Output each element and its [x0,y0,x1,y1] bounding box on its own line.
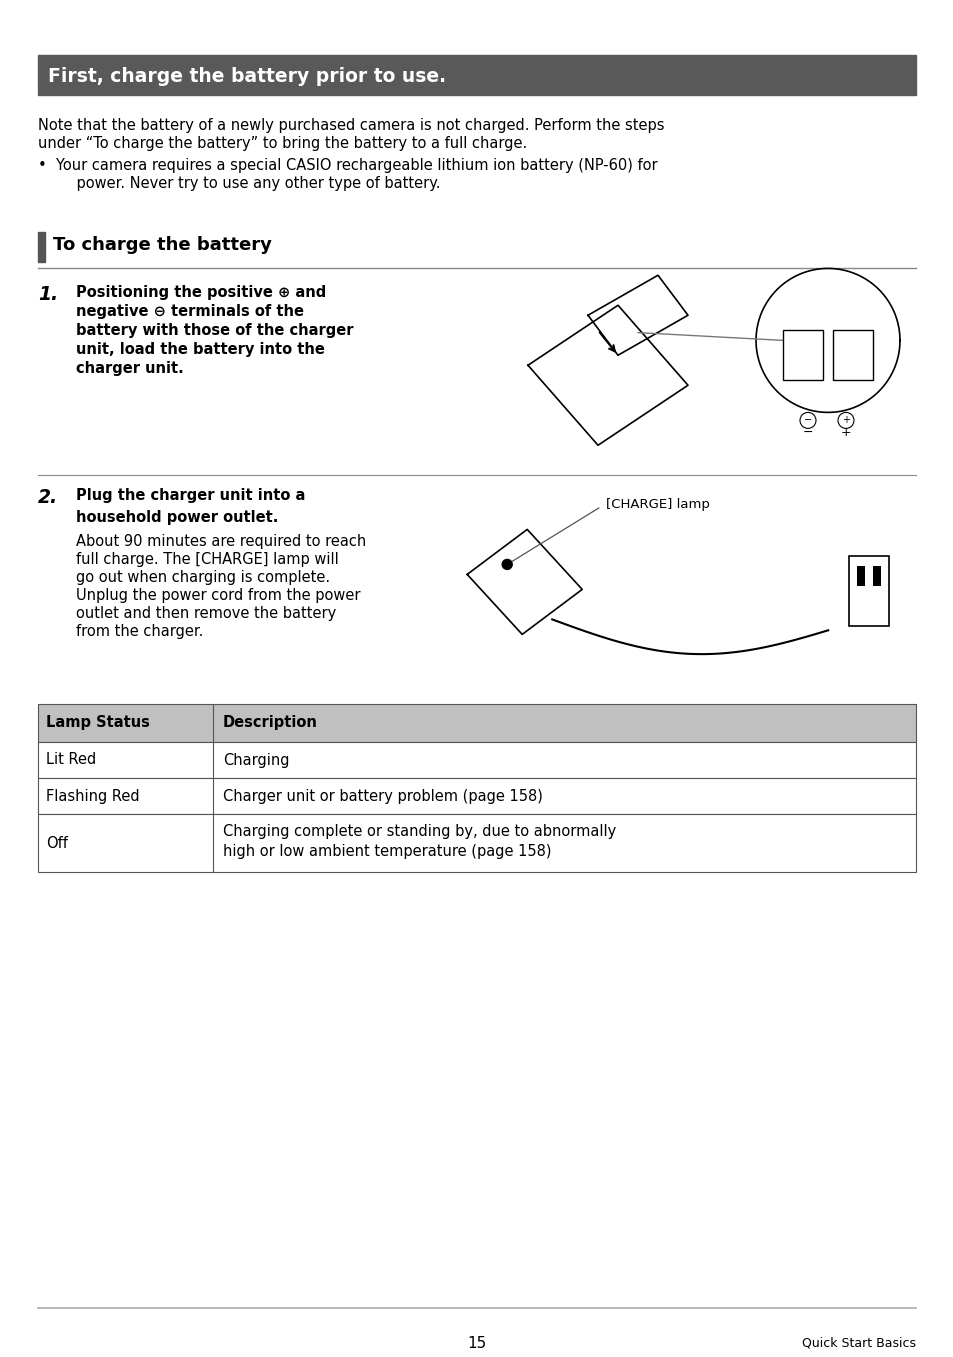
Text: negative ⊖ terminals of the: negative ⊖ terminals of the [76,304,304,319]
Text: Plug the charger unit into a: Plug the charger unit into a [76,489,305,503]
Bar [872,566,880,586]
Text: First, charge the battery prior to use.: First, charge the battery prior to use. [48,66,446,85]
Text: unit, load the battery into the: unit, load the battery into the [76,342,325,357]
Bar [38,742,915,778]
Text: Description: Description [223,715,317,730]
Text: Note that the battery of a newly purchased camera is not charged. Perform the st: Note that the battery of a newly purchas… [38,118,664,133]
Bar [38,778,915,814]
Text: −: − [803,415,811,425]
Text: Charging complete or standing by, due to abnormally: Charging complete or standing by, due to… [223,824,616,839]
Bar [832,330,872,380]
Text: Off: Off [46,836,68,851]
Text: To charge the battery: To charge the battery [53,236,272,254]
Text: battery with those of the charger: battery with those of the charger [76,323,354,338]
Text: About 90 minutes are required to reach: About 90 minutes are required to reach [76,535,366,550]
Text: Charging: Charging [223,753,289,768]
Bar [38,56,915,95]
Text: charger unit.: charger unit. [76,361,184,376]
Bar [38,704,915,742]
Bar [38,814,915,873]
Text: −: − [801,426,812,440]
Text: Flashing Red: Flashing Red [46,788,139,803]
Text: [CHARGE] lamp: [CHARGE] lamp [605,498,709,512]
Text: go out when charging is complete.: go out when charging is complete. [76,570,330,585]
Bar [38,232,45,262]
Text: Positioning the positive ⊕ and: Positioning the positive ⊕ and [76,285,326,300]
Text: Lamp Status: Lamp Status [46,715,150,730]
Text: 1.: 1. [38,285,58,304]
Bar [782,330,822,380]
Text: high or low ambient temperature (page 158): high or low ambient temperature (page 15… [223,844,551,859]
Bar [856,566,864,586]
Text: household power outlet.: household power outlet. [76,510,278,525]
Circle shape [501,559,512,570]
Text: +: + [841,415,849,425]
Text: Quick Start Basics: Quick Start Basics [801,1337,915,1349]
Text: 15: 15 [467,1337,486,1352]
Text: +: + [840,426,850,440]
Text: outlet and then remove the battery: outlet and then remove the battery [76,607,335,622]
Text: from the charger.: from the charger. [76,624,203,639]
Text: •  Your camera requires a special CASIO rechargeable lithium ion battery (NP-60): • Your camera requires a special CASIO r… [38,157,657,172]
Text: Charger unit or battery problem (page 158): Charger unit or battery problem (page 15… [223,788,542,803]
Text: Unplug the power cord from the power: Unplug the power cord from the power [76,588,360,603]
Text: power. Never try to use any other type of battery.: power. Never try to use any other type o… [58,176,440,191]
Text: under “To charge the battery” to bring the battery to a full charge.: under “To charge the battery” to bring t… [38,136,527,151]
Text: 2.: 2. [38,489,58,508]
Text: full charge. The [CHARGE] lamp will: full charge. The [CHARGE] lamp will [76,552,338,567]
Text: Lit Red: Lit Red [46,753,96,768]
Bar [848,556,888,626]
